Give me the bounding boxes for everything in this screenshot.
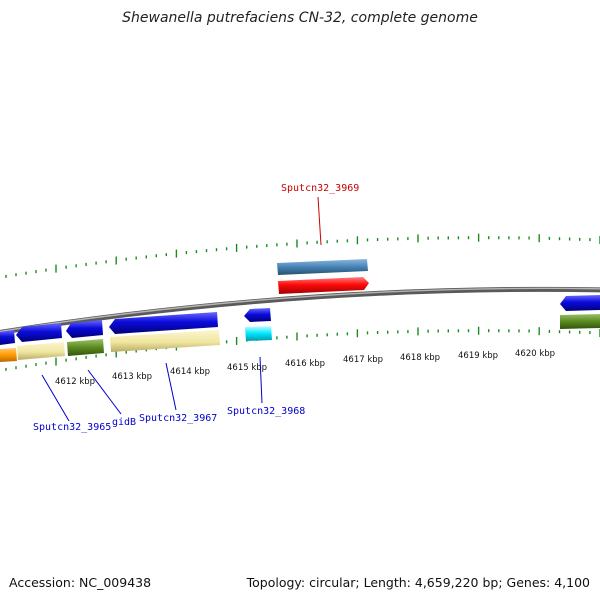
- gene-feature-yellow-left[interactable]: [17, 342, 65, 360]
- gene-feature-olive-right[interactable]: [560, 314, 600, 329]
- gene-label-sputcn32-3968[interactable]: Sputcn32_3968: [227, 406, 305, 417]
- scale-tick-labels: 4612 kbp 4613 kbp 4614 kbp 4615 kbp 4616…: [55, 349, 555, 387]
- gene-label-gidb[interactable]: gidB: [112, 417, 136, 428]
- tick-label-4613: 4613 kbp: [112, 372, 152, 382]
- gene-feature-yellow-center[interactable]: [110, 330, 220, 352]
- leader-sputcn32-3968: [259, 356, 263, 404]
- gene-feature-blue-left[interactable]: [0, 330, 15, 345]
- leader-sputcn32-3965: [41, 374, 70, 422]
- gene-label-sputcn32-3965[interactable]: Sputcn32_3965: [33, 422, 111, 433]
- gene-feature-olive-left[interactable]: [67, 339, 104, 356]
- tick-label-4620: 4620 kbp: [515, 349, 555, 359]
- gene-feature-gidb[interactable]: [66, 320, 103, 338]
- gene-feature-steel[interactable]: [277, 259, 368, 275]
- tick-label-4618: 4618 kbp: [400, 353, 440, 363]
- gene-label-sputcn32-3967[interactable]: Sputcn32_3967: [139, 413, 217, 424]
- gene-feature-sputcn32-3969[interactable]: [278, 277, 369, 294]
- forward-features: [277, 259, 369, 294]
- tick-label-4615: 4615 kbp: [227, 363, 267, 373]
- accession-text: Accession: NC_009438: [9, 575, 152, 590]
- gene-feature-sputcn32-3965[interactable]: [16, 323, 62, 342]
- map-title: Shewanella putrefaciens CN-32, complete …: [122, 10, 478, 26]
- tick-label-4619: 4619 kbp: [458, 351, 498, 361]
- tick-label-4612: 4612 kbp: [55, 377, 95, 387]
- leader-sputcn32-3969: [317, 196, 322, 246]
- outer-scale-ticks: [5, 233, 600, 278]
- genome-backbone-highlight: [0, 287, 600, 333]
- tick-label-4616: 4616 kbp: [285, 359, 325, 369]
- gene-feature-cyan[interactable]: [245, 326, 272, 341]
- gene-label-sputcn32-3969[interactable]: Sputcn32_3969: [281, 183, 359, 194]
- reverse-features: [0, 295, 600, 362]
- tick-label-4614: 4614 kbp: [170, 367, 210, 377]
- gene-feature-blue-right[interactable]: [560, 295, 600, 311]
- leader-gidb: [87, 369, 122, 415]
- label-leaders: [41, 196, 322, 422]
- genome-summary-text: Topology: circular; Length: 4,659,220 bp…: [246, 575, 590, 590]
- gene-feature-orange[interactable]: [0, 348, 17, 362]
- gene-feature-sputcn32-3968[interactable]: [244, 308, 271, 322]
- tick-label-4617: 4617 kbp: [343, 355, 383, 365]
- gene-feature-sputcn32-3967[interactable]: [109, 312, 218, 334]
- gene-labels: Sputcn32_3965 gidB Sputcn32_3967 Sputcn3…: [33, 183, 359, 433]
- leader-sputcn32-3967: [165, 362, 177, 411]
- genome-backbone: [0, 286, 600, 335]
